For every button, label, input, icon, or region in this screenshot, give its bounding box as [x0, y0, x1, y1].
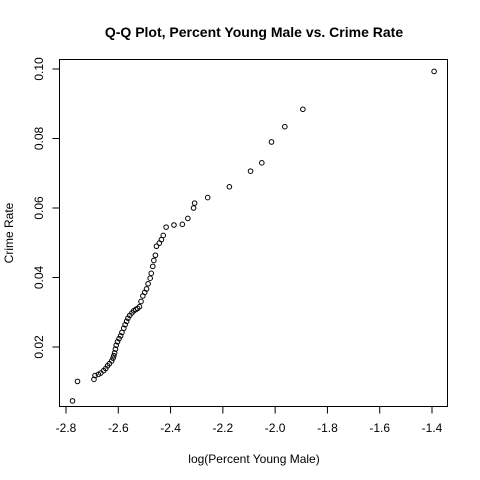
x-axis: -2.8 -2.6 -2.4 -2.2 -2.0 -1.8 -1.6 -1.4 — [56, 406, 443, 435]
data-point — [138, 298, 144, 305]
x-tick-label: -2.0 — [265, 421, 286, 435]
data-point — [259, 160, 265, 166]
data-point — [204, 194, 211, 201]
x-tick-label: -1.6 — [369, 421, 390, 435]
data-point — [136, 303, 143, 310]
data-point — [117, 333, 124, 339]
data-point — [431, 68, 437, 75]
data-point — [110, 355, 116, 361]
data-point — [171, 222, 177, 228]
data-point — [282, 123, 288, 130]
x-tick-label: -2.8 — [56, 421, 77, 435]
x-tick-label: -2.4 — [160, 421, 181, 435]
data-point — [163, 224, 169, 230]
data-point — [92, 372, 98, 379]
data-point — [152, 252, 159, 259]
data-point — [247, 168, 254, 174]
data-point — [147, 275, 153, 281]
data-point — [116, 335, 122, 342]
y-axis-label: Crime Rate — [2, 202, 16, 263]
data-points — [69, 68, 437, 404]
y-tick-label: 0.10 — [32, 57, 46, 81]
plot-frame — [59, 59, 448, 407]
data-point — [153, 243, 160, 250]
data-point — [114, 338, 121, 345]
data-point — [123, 318, 130, 325]
data-point — [226, 184, 233, 190]
y-axis: 0.02 0.04 0.06 0.08 0.10 — [32, 57, 60, 359]
data-point — [111, 350, 118, 356]
data-point — [113, 342, 119, 349]
data-point — [185, 215, 191, 222]
x-tick-label: -2.6 — [108, 421, 129, 435]
data-point — [151, 257, 157, 264]
data-point — [69, 398, 76, 404]
data-point — [74, 378, 81, 385]
data-point — [120, 325, 127, 332]
x-tick-label: -1.8 — [317, 421, 338, 435]
x-axis-label: log(Percent Young Male) — [188, 452, 319, 466]
y-tick-label: 0.04 — [32, 265, 46, 289]
data-point — [145, 280, 151, 287]
data-point — [91, 376, 97, 383]
y-tick-label: 0.08 — [32, 126, 46, 150]
x-tick-label: -2.2 — [213, 421, 234, 435]
data-point — [268, 139, 275, 145]
data-point — [179, 221, 186, 228]
data-point — [111, 352, 117, 359]
data-point — [148, 270, 155, 277]
y-tick-label: 0.02 — [32, 335, 46, 359]
chart-title: Q-Q Plot, Percent Young Male vs. Crime R… — [105, 24, 403, 40]
data-point — [143, 286, 150, 292]
data-point — [112, 346, 119, 352]
y-tick-label: 0.06 — [32, 196, 46, 220]
data-point — [108, 358, 115, 364]
data-point — [149, 263, 156, 270]
x-tick-label: -1.4 — [422, 421, 443, 435]
data-point — [300, 106, 306, 113]
data-point — [190, 205, 197, 211]
data-point — [191, 200, 198, 206]
data-point — [160, 232, 167, 239]
